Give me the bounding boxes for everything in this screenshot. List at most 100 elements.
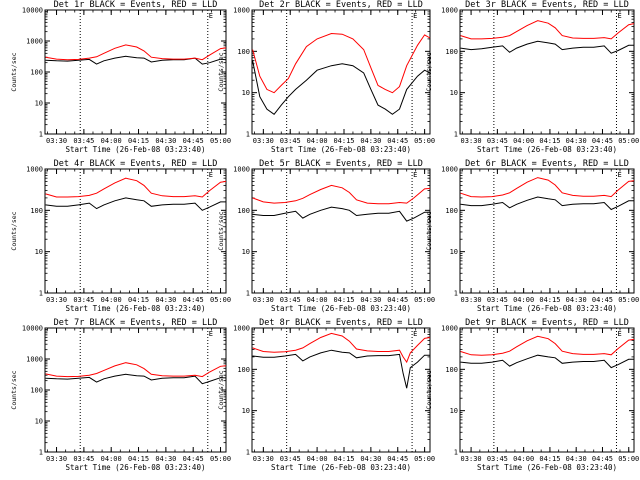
x-axis-label: Start Time (26-Feb-08 03:23:40) xyxy=(66,304,206,313)
y-axis-label: Counts/sec xyxy=(425,211,433,250)
chart-panel-8: 1 10 100 1000 03:30 03:45 04:00 04:15 04:30 04:45… xyxy=(217,318,435,472)
x-tick-label: 04:45 xyxy=(183,455,204,463)
x-tick-label: 03:30 xyxy=(461,137,482,145)
panel-title-legend: BLACK = Events, RED = LLD xyxy=(84,0,217,10)
y-tick-label: 100 xyxy=(445,48,458,56)
x-tick-label: 04:30 xyxy=(566,455,587,463)
x-tick-label: 03:30 xyxy=(46,455,67,463)
x-tick-label: 03:30 xyxy=(461,455,482,463)
y-tick-label: 10 xyxy=(35,248,43,256)
panel-title-det: Det 6r xyxy=(465,159,496,169)
x-tick-label: 04:30 xyxy=(155,296,176,304)
y-tick-label: 1 xyxy=(246,449,250,457)
x-tick-label: 04:00 xyxy=(307,296,328,304)
x-tick-label: 04:45 xyxy=(592,296,613,304)
y-tick-label: 10 xyxy=(242,407,250,415)
series-lld-line xyxy=(45,177,227,198)
series-events-line xyxy=(252,60,431,115)
plot-frame xyxy=(459,168,635,294)
x-tick-label: 03:45 xyxy=(73,296,94,304)
x-tick-label: 04:45 xyxy=(387,296,408,304)
plot-frame xyxy=(459,9,635,135)
y-tick-label: 1000 xyxy=(233,166,250,174)
y-tick-label: 1 xyxy=(246,290,250,298)
x-tick-label: 05:00 xyxy=(618,296,639,304)
x-tick-label: 05:00 xyxy=(618,137,639,145)
series-events-line xyxy=(460,40,634,54)
series-lld-line xyxy=(460,335,635,356)
x-tick-label: 04:30 xyxy=(566,296,587,304)
x-axis-label: Start Time (26-Feb-08 03:23:40) xyxy=(66,145,206,154)
series-lld-line xyxy=(460,177,635,198)
x-tick-label: 04:15 xyxy=(128,137,149,145)
y-tick-label: 10 xyxy=(450,89,458,97)
chart-panel-9: 1 10 100 1000 03:30 03:45 04:00 04:15 04:30 04:45… xyxy=(425,318,639,472)
y-tick-label: 10000 xyxy=(22,7,43,15)
panel-title-det: Det 7r xyxy=(54,318,85,328)
series-events-line xyxy=(45,55,227,65)
y-tick-label: 1000 xyxy=(26,38,43,46)
x-tick-label: 04:00 xyxy=(101,137,122,145)
plot-frame xyxy=(459,327,635,453)
x-tick-label: 04:15 xyxy=(128,296,149,304)
x-tick-label: 04:00 xyxy=(513,296,534,304)
x-tick-label: 04:00 xyxy=(307,137,328,145)
panel-title-det: Det 9r xyxy=(465,318,496,328)
event-marker-label: E xyxy=(209,171,213,179)
plot-frame xyxy=(251,327,431,453)
panel-title: Det 5r BLACK = Events, RED = LLD xyxy=(259,159,423,169)
y-axis-label: Counts/sec xyxy=(217,370,225,409)
panel-title-legend: BLACK = Events, RED = LLD xyxy=(496,0,629,10)
event-marker-label: E xyxy=(209,330,213,338)
panel-title-det: Det 8r xyxy=(259,318,290,328)
y-tick-label: 100 xyxy=(30,69,43,77)
series-events-line xyxy=(252,349,430,389)
panel-title: Det 3r BLACK = Events, RED = LLD xyxy=(465,0,629,10)
y-tick-label: 100 xyxy=(237,48,250,56)
x-tick-label: 05:00 xyxy=(414,296,435,304)
x-tick-label: 04:15 xyxy=(539,137,560,145)
y-tick-label: 1000 xyxy=(233,7,250,15)
x-tick-label: 05:00 xyxy=(414,455,435,463)
x-tick-label: 04:45 xyxy=(183,296,204,304)
series-events-line xyxy=(252,206,430,222)
y-tick-label: 10 xyxy=(242,248,250,256)
chart-panel-3: 1 10 100 1000 03:30 03:45 04:00 04:15 04:30 04:45… xyxy=(425,0,639,154)
y-tick-label: 1000 xyxy=(441,7,458,15)
x-axis-label: Start Time (26-Feb-08 03:23:40) xyxy=(271,463,411,472)
x-tick-label: 03:30 xyxy=(46,296,67,304)
x-tick-label: 03:30 xyxy=(253,455,274,463)
event-marker-label: E xyxy=(413,171,417,179)
event-marker-label: E xyxy=(617,12,621,20)
event-marker-label: E xyxy=(413,12,417,20)
y-tick-label: 1 xyxy=(454,290,458,298)
x-tick-label: 04:30 xyxy=(566,137,587,145)
chart-panel-7: 1 10 100 1000 10000 03:30 03:45 04:00 04:15 04:30… xyxy=(10,318,231,472)
y-tick-label: 10 xyxy=(35,100,43,108)
y-tick-label: 1000 xyxy=(26,356,43,364)
x-tick-label: 05:00 xyxy=(210,296,231,304)
y-tick-label: 1 xyxy=(454,449,458,457)
y-tick-label: 1 xyxy=(39,290,43,298)
y-tick-label: 1 xyxy=(246,131,250,139)
x-tick-label: 04:00 xyxy=(101,455,122,463)
x-tick-label: 03:45 xyxy=(487,296,508,304)
x-tick-label: 04:30 xyxy=(155,137,176,145)
x-tick-label: 05:00 xyxy=(210,455,231,463)
panel-title: Det 8r BLACK = Events, RED = LLD xyxy=(259,318,423,328)
x-tick-label: 04:15 xyxy=(333,296,354,304)
y-tick-label: 100 xyxy=(30,207,43,215)
x-tick-label: 04:15 xyxy=(333,137,354,145)
x-tick-label: 04:45 xyxy=(387,455,408,463)
series-lld-line xyxy=(45,362,227,378)
x-tick-label: 04:45 xyxy=(592,137,613,145)
x-tick-label: 04:00 xyxy=(513,455,534,463)
panel-title-det: Det 4r xyxy=(54,159,85,169)
x-tick-label: 04:45 xyxy=(592,455,613,463)
y-tick-label: 10 xyxy=(35,418,43,426)
x-tick-label: 04:15 xyxy=(128,455,149,463)
series-lld-line xyxy=(252,184,431,205)
x-axis-label: Start Time (26-Feb-08 03:23:40) xyxy=(271,145,411,154)
x-tick-label: 04:30 xyxy=(155,455,176,463)
